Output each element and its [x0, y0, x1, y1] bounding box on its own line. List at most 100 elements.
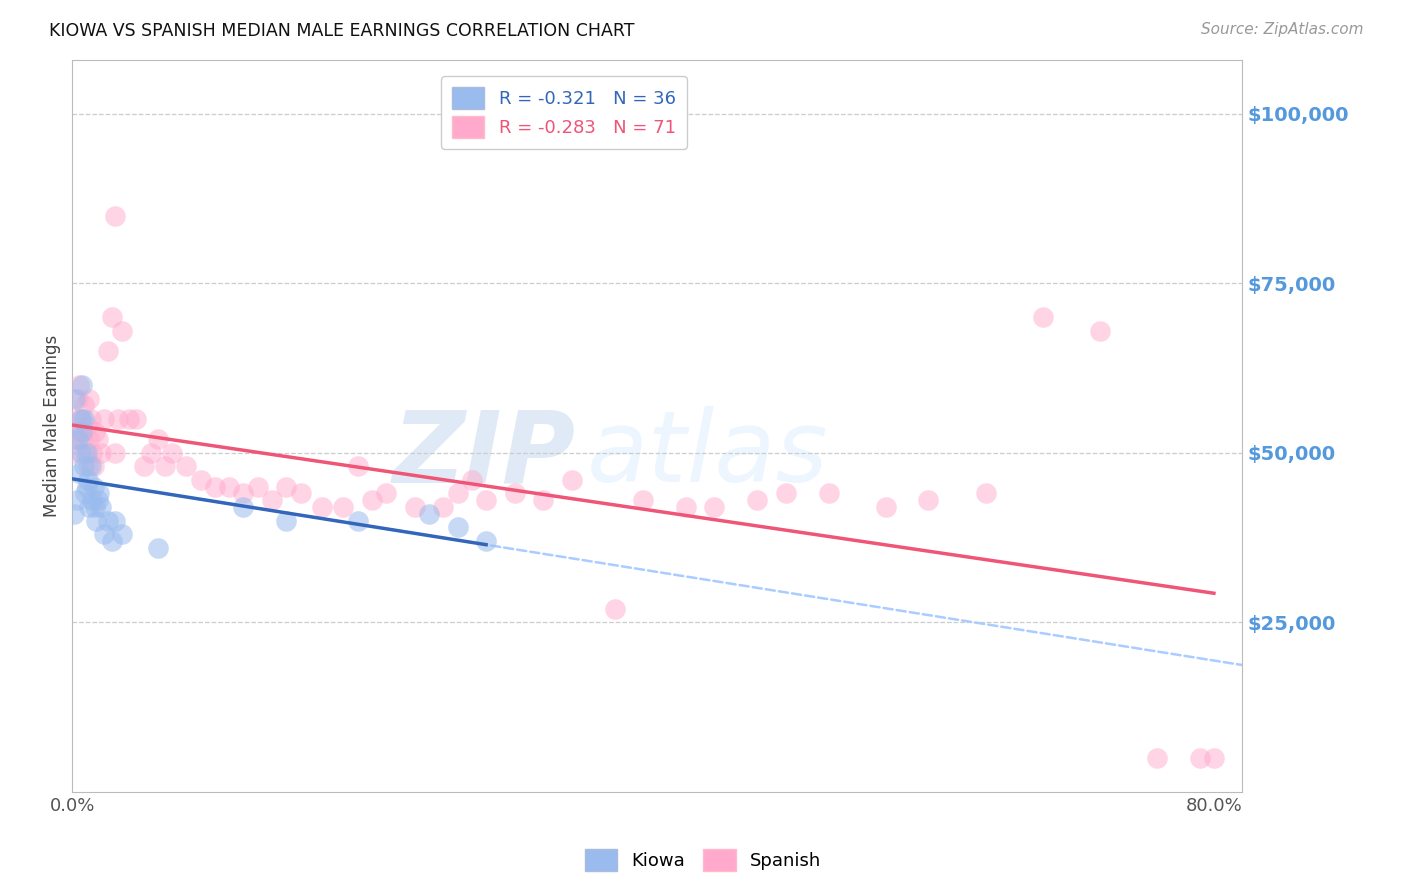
- Point: [1146, 751, 1168, 765]
- Point: [97, 344, 120, 359]
- Point: [87, 493, 110, 508]
- Point: [260, 493, 283, 508]
- Point: [80, 459, 103, 474]
- Point: [446, 486, 468, 500]
- Legend: R = -0.321   N = 36, R = -0.283   N = 71: R = -0.321 N = 36, R = -0.283 N = 71: [441, 76, 686, 149]
- Point: [1202, 751, 1225, 765]
- Point: [917, 493, 939, 508]
- Point: [747, 493, 769, 508]
- Text: ZIP: ZIP: [392, 407, 575, 503]
- Point: [146, 432, 169, 446]
- Point: [232, 486, 254, 500]
- Point: [90, 500, 112, 514]
- Point: [146, 541, 169, 555]
- Point: [97, 514, 120, 528]
- Point: [66, 425, 89, 440]
- Point: [703, 500, 725, 514]
- Point: [79, 500, 101, 514]
- Point: [90, 446, 112, 460]
- Point: [603, 601, 626, 615]
- Point: [63, 392, 86, 406]
- Point: [118, 412, 141, 426]
- Point: [361, 493, 384, 508]
- Point: [974, 486, 997, 500]
- Point: [76, 418, 98, 433]
- Point: [76, 480, 98, 494]
- Point: [190, 473, 212, 487]
- Point: [79, 432, 101, 446]
- Point: [375, 486, 398, 500]
- Point: [1088, 324, 1111, 338]
- Point: [276, 480, 298, 494]
- Text: Source: ZipAtlas.com: Source: ZipAtlas.com: [1201, 22, 1364, 37]
- Point: [84, 425, 107, 440]
- Point: [69, 412, 91, 426]
- Point: [531, 493, 554, 508]
- Point: [65, 412, 87, 426]
- Point: [76, 446, 98, 460]
- Point: [70, 425, 93, 440]
- Point: [86, 514, 108, 528]
- Point: [63, 432, 86, 446]
- Point: [82, 493, 104, 508]
- Point: [561, 473, 583, 487]
- Point: [125, 412, 148, 426]
- Point: [204, 480, 226, 494]
- Point: [75, 486, 97, 500]
- Point: [79, 392, 101, 406]
- Point: [84, 500, 107, 514]
- Point: [475, 493, 498, 508]
- Point: [66, 432, 89, 446]
- Point: [418, 507, 440, 521]
- Point: [1188, 751, 1211, 765]
- Point: [89, 486, 111, 500]
- Point: [70, 432, 93, 446]
- Point: [276, 514, 298, 528]
- Point: [69, 446, 91, 460]
- Text: atlas: atlas: [588, 407, 828, 503]
- Point: [83, 459, 105, 474]
- Point: [104, 209, 127, 223]
- Point: [62, 446, 84, 460]
- Point: [87, 432, 110, 446]
- Point: [111, 527, 134, 541]
- Point: [72, 412, 94, 426]
- Point: [82, 446, 104, 460]
- Point: [93, 527, 115, 541]
- Point: [70, 378, 93, 392]
- Point: [83, 480, 105, 494]
- Legend: Kiowa, Spanish: Kiowa, Spanish: [578, 842, 828, 879]
- Point: [1032, 310, 1054, 325]
- Point: [446, 520, 468, 534]
- Point: [72, 459, 94, 474]
- Point: [66, 392, 89, 406]
- Point: [404, 500, 426, 514]
- Point: [77, 459, 100, 474]
- Point: [432, 500, 454, 514]
- Point: [246, 480, 269, 494]
- Point: [218, 480, 240, 494]
- Point: [132, 459, 155, 474]
- Point: [817, 486, 839, 500]
- Point: [475, 533, 498, 548]
- Point: [775, 486, 797, 500]
- Point: [176, 459, 198, 474]
- Point: [104, 514, 127, 528]
- Point: [232, 500, 254, 514]
- Point: [290, 486, 312, 500]
- Point: [311, 500, 333, 514]
- Point: [346, 514, 368, 528]
- Point: [75, 446, 97, 460]
- Point: [67, 378, 90, 392]
- Point: [62, 507, 84, 521]
- Point: [104, 446, 127, 460]
- Point: [111, 324, 134, 338]
- Point: [875, 500, 897, 514]
- Point: [77, 473, 100, 487]
- Point: [107, 412, 129, 426]
- Y-axis label: Median Male Earnings: Median Male Earnings: [44, 334, 60, 516]
- Point: [332, 500, 354, 514]
- Point: [72, 398, 94, 412]
- Point: [80, 412, 103, 426]
- Point: [503, 486, 526, 500]
